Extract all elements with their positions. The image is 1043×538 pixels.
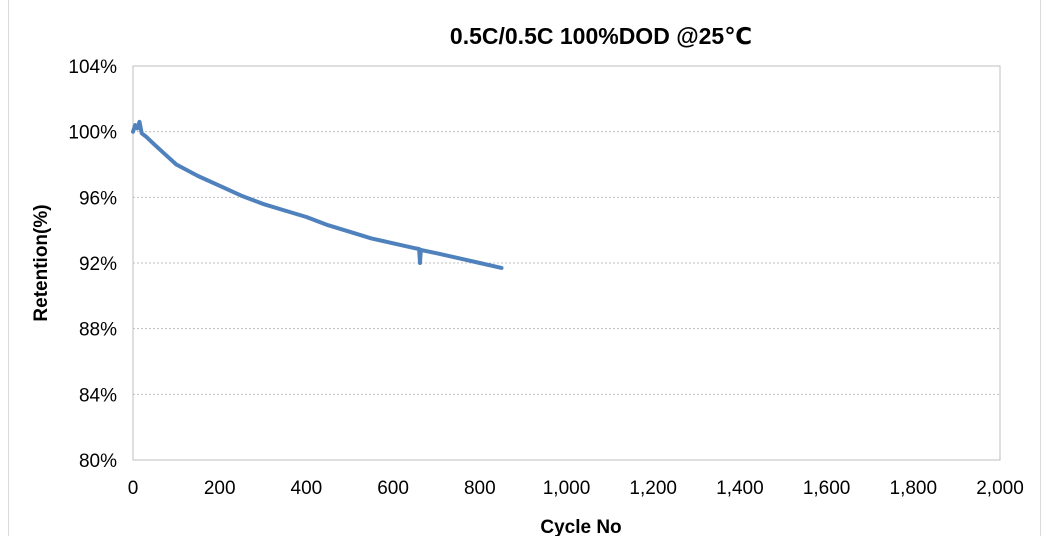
x-axis-title: Cycle No: [540, 517, 621, 536]
x-tick-label: 1,400: [716, 478, 764, 499]
y-tick-label: 100%: [68, 123, 117, 144]
x-tick-label: 1,600: [803, 478, 851, 499]
series-layer: [131, 119, 504, 270]
y-tick-label: 92%: [79, 254, 117, 275]
x-tick-label: 400: [291, 478, 323, 499]
y-tick-label: 104%: [68, 57, 117, 78]
retention-chart: 80% 84% 88% 92% 96% 100% 104% 0 200 400 600 800 1,0…: [31, 23, 1024, 536]
y-axis-ticks: 80% 84% 88% 92% 96% 100% 104%: [68, 57, 117, 472]
x-tick-label: 1,800: [890, 478, 938, 499]
x-tick-label: 800: [464, 478, 496, 499]
y-tick-label: 84%: [79, 385, 117, 406]
plot-area-border: [132, 65, 1001, 461]
y-tick-label: 88%: [79, 320, 117, 341]
x-tick-label: 1,000: [543, 478, 591, 499]
series-line-retention: [131, 119, 504, 270]
y-tick-label: 96%: [79, 188, 117, 209]
x-tick-label: 200: [204, 478, 236, 499]
x-tick-label: 600: [377, 478, 409, 499]
chart-area: 80% 84% 88% 92% 96% 100% 104% 0 200 400 600 800 1,0…: [8, 0, 1041, 536]
chart-title: 0.5C/0.5C 100%DOD @25℃: [450, 23, 752, 49]
gridlines: [133, 65, 1000, 461]
x-tick-label: 2,000: [976, 478, 1024, 499]
x-tick-label: 1,200: [629, 478, 677, 499]
y-axis-title: Retention(%): [31, 204, 52, 321]
y-tick-label: 80%: [79, 451, 117, 472]
x-axis-ticks: 0 200 400 600 800 1,000 1,200 1,400 1,600 1,800 2,…: [128, 478, 1024, 499]
x-tick-label: 0: [128, 478, 139, 499]
